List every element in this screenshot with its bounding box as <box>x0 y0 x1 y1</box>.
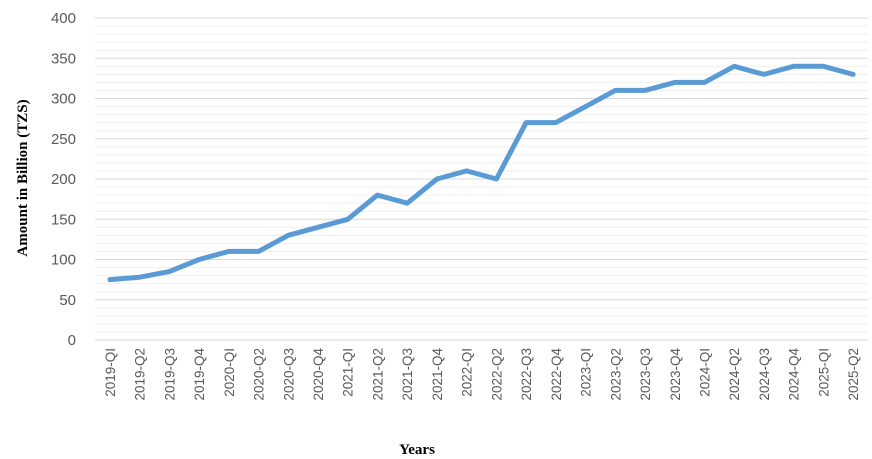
x-tick-label: 2024-Q3 <box>757 348 772 401</box>
x-tick-label: 2024-QI <box>697 348 712 397</box>
x-tick-label: 2020-Q3 <box>281 348 296 401</box>
y-tick-label: 350 <box>51 50 76 67</box>
x-tick-label: 2021-QI <box>341 348 356 397</box>
x-tick-label: 2025-Q2 <box>846 348 861 401</box>
x-tick-label: 2024-Q2 <box>727 348 742 401</box>
y-tick-label: 200 <box>51 171 76 188</box>
x-tick-label: 2022-Q4 <box>549 348 564 401</box>
x-tick-label: 2019-Q3 <box>162 348 177 401</box>
x-tick-label: 2023-Q3 <box>638 348 653 401</box>
x-tick-label: 2024-Q4 <box>787 348 802 401</box>
x-tick-label: 2023-Q2 <box>608 348 623 401</box>
y-tick-label: 300 <box>51 91 76 108</box>
x-axis-ticks: 2019-QI 2019-Q2 2019-Q3 2019-Q4 2020-QI 2020-… <box>103 348 861 401</box>
y-tick-label: 250 <box>51 131 76 148</box>
x-tick-label: 2020-QI <box>222 348 237 397</box>
x-tick-label: 2019-Q2 <box>133 348 148 401</box>
x-axis-title: Years <box>399 442 435 458</box>
x-tick-label: 2025-QI <box>816 348 831 397</box>
series-line <box>107 63 856 283</box>
x-tick-label: 2023-QI <box>579 348 594 397</box>
y-axis-title: Amount in Billion (TZS) <box>15 99 31 256</box>
x-tick-label: 2020-Q2 <box>252 348 267 401</box>
gridlines <box>95 17 868 341</box>
x-tick-label: 2021-Q3 <box>400 348 415 401</box>
y-tick-label: 0 <box>68 332 76 349</box>
series-group <box>107 63 856 283</box>
x-tick-label: 2022-QI <box>460 348 475 397</box>
x-tick-label: 2021-Q4 <box>430 348 445 401</box>
y-tick-label: 100 <box>51 252 76 269</box>
x-tick-label: 2022-Q2 <box>489 348 504 401</box>
x-tick-label: 2023-Q4 <box>668 348 683 401</box>
y-tick-label: 150 <box>51 211 76 228</box>
x-tick-label: 2020-Q4 <box>311 348 326 401</box>
y-tick-label: 400 <box>51 10 76 27</box>
x-tick-label: 2019-Q4 <box>192 348 207 401</box>
x-tick-label: 2019-QI <box>103 348 118 397</box>
x-tick-label: 2021-Q2 <box>370 348 385 401</box>
x-tick-label: 2022-Q3 <box>519 348 534 401</box>
y-axis-ticks: 0 50 100 150 200 250 300 350 400 <box>51 10 76 349</box>
y-tick-label: 50 <box>59 292 76 309</box>
